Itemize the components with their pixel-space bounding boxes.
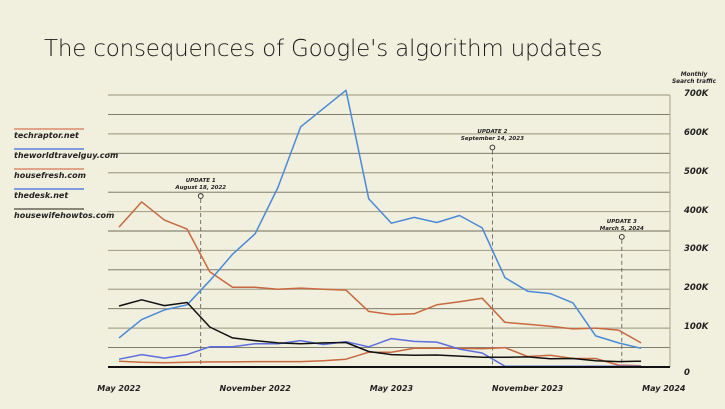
- y-tick-label: 600K: [684, 127, 709, 138]
- legend-item: theworldtravelguy.com: [14, 146, 118, 166]
- update-marker-pin: [618, 233, 625, 240]
- update-date: August 18, 2022: [175, 185, 227, 192]
- x-tick-label: May 2023: [369, 384, 414, 393]
- legend-item: housewifehowtos.com: [14, 206, 114, 226]
- series-line-housewifehowtos-com: [118, 299, 642, 363]
- legend-swatch: [14, 148, 84, 150]
- update-marker-pin: [197, 193, 204, 199]
- legend-swatch: [14, 128, 84, 130]
- x-tick-label: November 2022: [219, 384, 291, 393]
- y-tick-label: 200K: [684, 283, 709, 294]
- y-tick-label: 300K: [684, 244, 709, 255]
- legend-item: thedesk.net: [14, 186, 96, 206]
- legend-swatch: [14, 188, 84, 190]
- update-annotation: UPDATE 3 March 5, 2024: [600, 219, 644, 233]
- x-tick-label: May 2024: [642, 384, 686, 393]
- y-axis-title: Monthly Search traffic: [671, 72, 717, 85]
- series-line-housefresh-com: [118, 346, 642, 367]
- chart-title: The consequences of Google's algorithm u…: [44, 36, 603, 62]
- update-date: September 14, 2023: [460, 136, 524, 143]
- legend-label: techraptor.net: [14, 131, 79, 140]
- y-tick-label: 700K: [684, 89, 709, 99]
- legend: techraptor.net theworldtravelguy.com house…: [14, 126, 118, 226]
- update-marker-pin: [489, 144, 496, 151]
- update-label: UPDATE 1: [185, 178, 216, 185]
- update-label: UPDATE 2: [477, 129, 508, 136]
- legend-label: thedesk.net: [14, 191, 69, 200]
- legend-swatch: [14, 208, 84, 210]
- y-tick-label: 400K: [684, 205, 709, 216]
- legend-item: techraptor.net: [14, 126, 96, 146]
- series-line-techraptor-net: [118, 201, 642, 344]
- y-tick-label: 0: [684, 368, 690, 378]
- update-annotation: UPDATE 1 August 18, 2022: [175, 178, 226, 192]
- update-label: UPDATE 3: [606, 218, 637, 225]
- y-tick-label: 100K: [684, 322, 709, 333]
- legend-swatch: [14, 168, 84, 170]
- update-annotation: UPDATE 2 September 14, 2023: [461, 129, 524, 143]
- legend-label: housewifehowtos.com: [14, 211, 115, 220]
- update-date: March 5, 2024: [599, 225, 644, 232]
- x-tick-label: May 2022: [97, 384, 141, 393]
- legend-label: housefresh.com: [14, 171, 86, 180]
- x-tick-label: November 2023: [491, 384, 564, 393]
- y-tick-label: 500K: [684, 166, 709, 177]
- legend-item: housefresh.com: [14, 166, 96, 186]
- series-line-theworldtravelguy-com: [118, 89, 642, 350]
- legend-label: theworldtravelguy.com: [14, 151, 119, 160]
